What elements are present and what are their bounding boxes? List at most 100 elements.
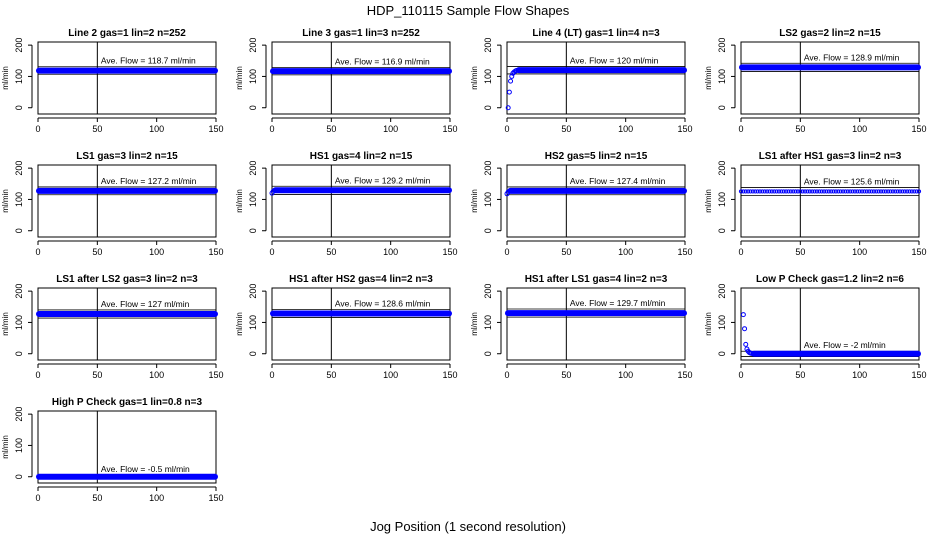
data-point bbox=[840, 189, 846, 194]
y-tick-label: 200 bbox=[483, 161, 493, 176]
y-axis-label: ml/min bbox=[704, 189, 713, 213]
data-point bbox=[843, 189, 848, 194]
panel-10: HS1 after HS2 gas=4 lin=2 n=3 0 100 200 ml/m… bbox=[235, 274, 458, 380]
panel-11: HS1 after LS1 gas=4 lin=2 n=3 0 100 200 ml/m… bbox=[470, 274, 693, 380]
data-point bbox=[857, 189, 862, 194]
data-series-band bbox=[36, 310, 218, 317]
data-point bbox=[798, 189, 803, 194]
plot-frame bbox=[740, 287, 920, 361]
data-point bbox=[859, 189, 865, 194]
y-tick-label: 200 bbox=[248, 284, 258, 299]
data-point bbox=[916, 189, 922, 194]
panel-13: High P Check gas=1 lin=0.8 n=3 0 100 200 ml/… bbox=[1, 397, 224, 503]
data-point bbox=[821, 189, 827, 194]
x-tick-label: 0 bbox=[35, 247, 40, 257]
data-point bbox=[864, 189, 869, 194]
data-point bbox=[788, 189, 793, 194]
y-tick-label: 0 bbox=[717, 105, 727, 110]
y-tick-label: 100 bbox=[14, 315, 24, 330]
data-point bbox=[810, 189, 815, 194]
plot-frame bbox=[740, 164, 920, 238]
y-tick-label: 200 bbox=[14, 161, 24, 176]
data-point bbox=[508, 78, 514, 84]
x-tick-label: 150 bbox=[208, 370, 223, 380]
panel-1: Line 2 gas=1 lin=2 n=252 0 100 200 ml/min 0 50… bbox=[1, 28, 224, 134]
data-point bbox=[845, 189, 850, 194]
data-point bbox=[831, 189, 836, 194]
data-point bbox=[852, 189, 858, 194]
average-flow-annotation: Ave. Flow = 129.2 ml/min bbox=[335, 175, 431, 185]
panel-6: HS1 gas=4 lin=2 n=15 0 100 200 ml/min 0 50 100 1… bbox=[235, 151, 458, 257]
x-tick-label: 150 bbox=[208, 247, 223, 257]
y-axis-label: ml/min bbox=[235, 189, 244, 213]
data-series-band bbox=[750, 350, 921, 357]
x-tick-label: 100 bbox=[383, 370, 398, 380]
data-point bbox=[914, 189, 919, 194]
panel-title: HS1 gas=4 lin=2 n=15 bbox=[310, 151, 413, 162]
x-tick-label: 0 bbox=[504, 370, 509, 380]
data-point bbox=[505, 105, 511, 111]
x-tick-label: 150 bbox=[677, 370, 692, 380]
y-axis-label: ml/min bbox=[235, 66, 244, 90]
data-point bbox=[902, 189, 907, 194]
plot-frame bbox=[37, 164, 217, 238]
x-tick-label: 100 bbox=[618, 247, 633, 257]
figure-title: HDP_110115 Sample Flow Shapes bbox=[367, 3, 570, 18]
x-tick-label: 50 bbox=[795, 247, 805, 257]
y-tick-label: 200 bbox=[14, 38, 24, 53]
panel-title: Line 3 gas=1 lin=3 n=252 bbox=[302, 28, 420, 39]
y-axis-label: ml/min bbox=[470, 66, 479, 90]
y-tick-label: 0 bbox=[717, 228, 727, 233]
data-point bbox=[893, 189, 898, 194]
data-point bbox=[826, 189, 831, 194]
plot-frame bbox=[271, 164, 451, 238]
y-tick-label: 100 bbox=[483, 315, 493, 330]
data-point bbox=[829, 189, 834, 194]
y-axis-label: ml/min bbox=[235, 312, 244, 336]
data-point bbox=[743, 189, 748, 194]
panel-title: LS1 after LS2 gas=3 lin=2 n=3 bbox=[56, 274, 198, 285]
y-tick-label: 100 bbox=[14, 69, 24, 84]
data-point bbox=[871, 189, 877, 194]
y-tick-label: 200 bbox=[14, 407, 24, 422]
data-point bbox=[867, 189, 872, 194]
data-point bbox=[883, 189, 888, 194]
data-point bbox=[748, 189, 753, 194]
data-point bbox=[760, 189, 765, 194]
panel-9: LS1 after LS2 gas=3 lin=2 n=3 0 100 200 ml/m… bbox=[1, 274, 224, 380]
data-point bbox=[791, 189, 796, 194]
data-series-band bbox=[270, 310, 452, 317]
data-series-band bbox=[505, 310, 687, 317]
data-point bbox=[874, 189, 879, 194]
x-tick-label: 0 bbox=[738, 370, 743, 380]
y-tick-label: 0 bbox=[483, 228, 493, 233]
y-tick-label: 200 bbox=[14, 284, 24, 299]
x-tick-label: 50 bbox=[561, 247, 571, 257]
data-point bbox=[878, 189, 884, 194]
plot-frame bbox=[740, 41, 920, 115]
data-point bbox=[795, 189, 801, 194]
x-tick-label: 150 bbox=[911, 124, 926, 134]
x-tick-label: 150 bbox=[208, 493, 223, 503]
x-axis-label: Jog Position (1 second resolution) bbox=[370, 519, 566, 534]
data-point bbox=[746, 189, 751, 194]
data-series-band bbox=[36, 187, 218, 194]
x-tick-label: 0 bbox=[738, 247, 743, 257]
panel-title: HS1 after LS1 gas=4 lin=2 n=3 bbox=[525, 274, 668, 285]
panel-title: HS1 after HS2 gas=4 lin=2 n=3 bbox=[289, 274, 433, 285]
x-tick-label: 50 bbox=[92, 493, 102, 503]
y-tick-label: 200 bbox=[248, 38, 258, 53]
data-point bbox=[757, 189, 763, 194]
y-tick-label: 0 bbox=[248, 105, 258, 110]
y-tick-label: 100 bbox=[248, 69, 258, 84]
average-flow-annotation: Ave. Flow = 120 ml/min bbox=[570, 55, 659, 65]
average-flow-annotation: Ave. Flow = 127.2 ml/min bbox=[101, 176, 197, 186]
average-flow-annotation: Ave. Flow = 118.7 ml/min bbox=[101, 56, 196, 66]
average-flow-annotation: Ave. Flow = 128.6 ml/min bbox=[335, 299, 431, 309]
y-tick-label: 100 bbox=[717, 69, 727, 84]
y-axis-label: ml/min bbox=[1, 189, 10, 213]
data-point bbox=[750, 189, 755, 194]
panel-4: LS2 gas=2 lin=2 n=15 0 100 200 ml/min 0 50 100 1… bbox=[704, 28, 927, 134]
y-tick-label: 100 bbox=[717, 192, 727, 207]
y-axis-label: ml/min bbox=[470, 312, 479, 336]
